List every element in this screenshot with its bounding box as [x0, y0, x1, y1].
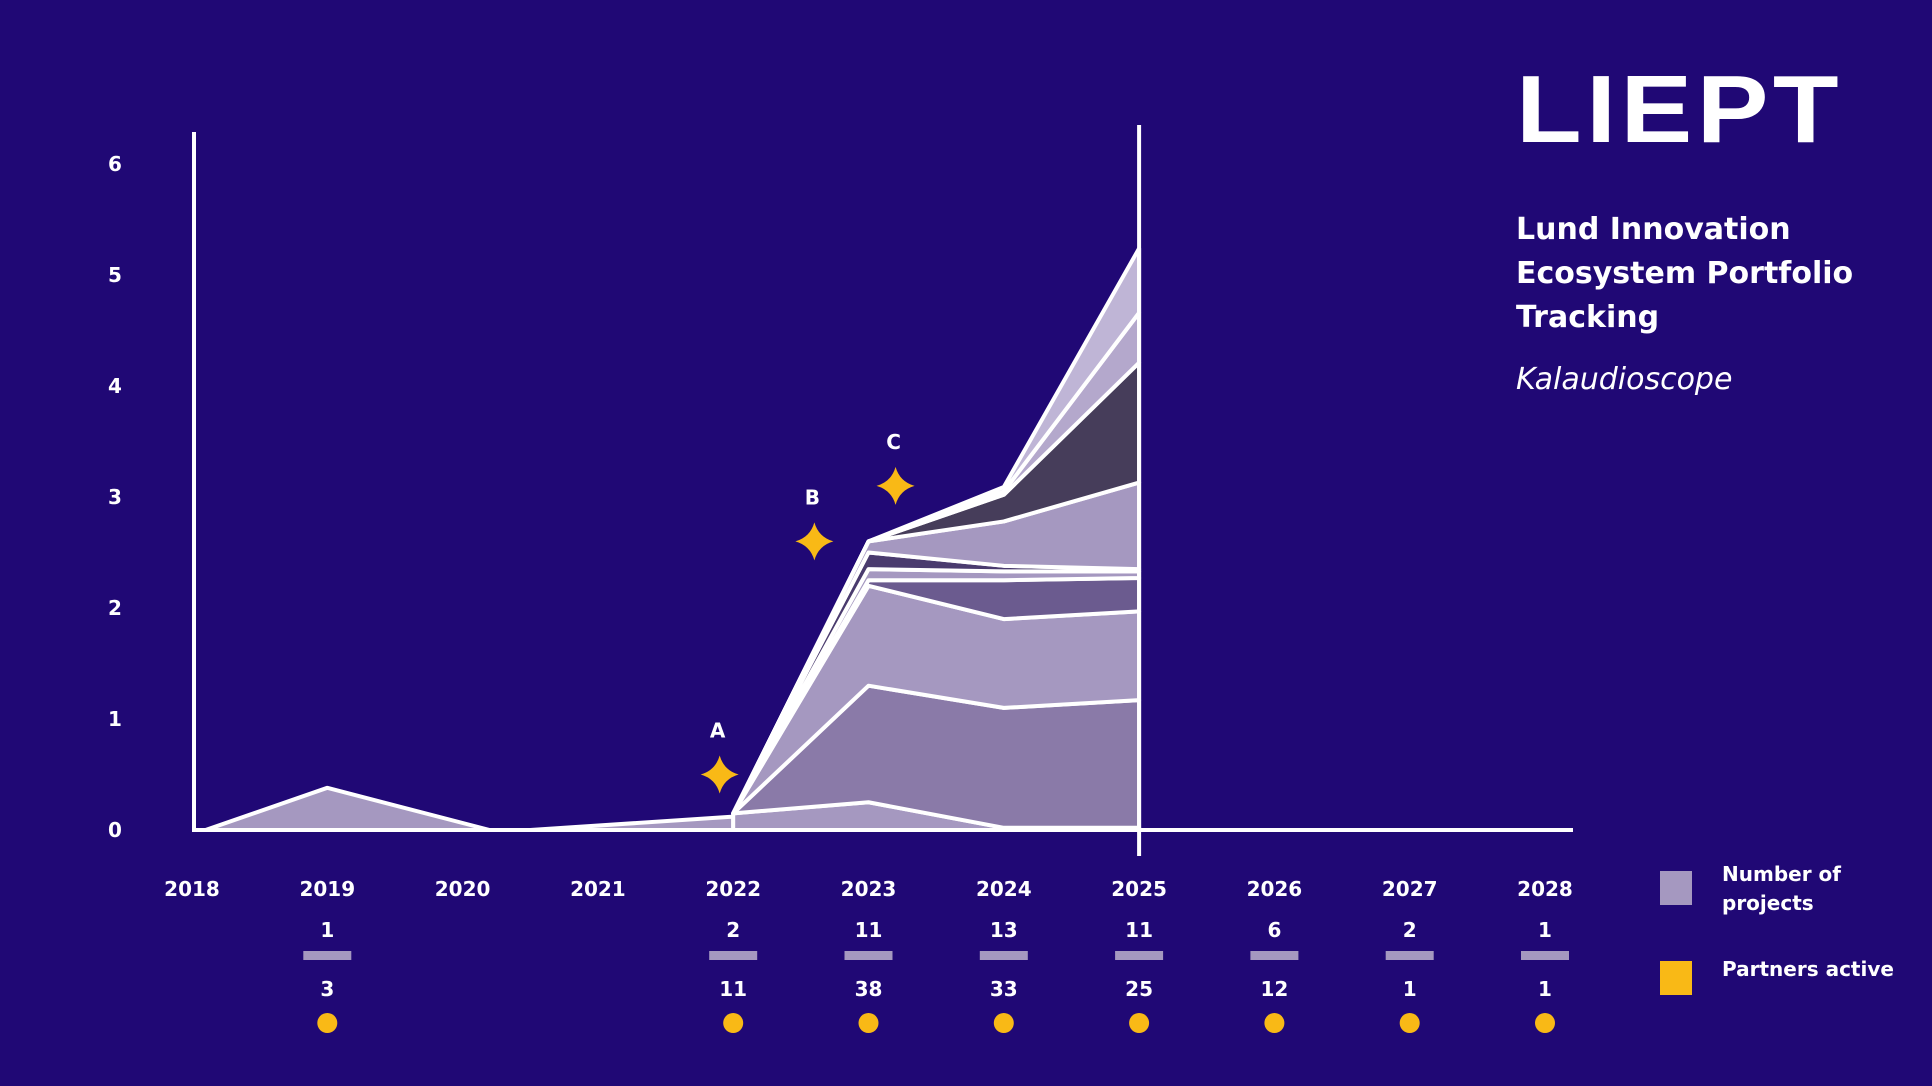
x-tick-label: 2021 [570, 877, 626, 901]
x-tick-label: 2022 [705, 877, 761, 901]
legend-label-projects: Number of projects [1722, 862, 1841, 915]
projects-bar [979, 951, 1028, 960]
brand-block: LIEPT Lund Innovation Ecosystem Portfoli… [1516, 62, 1896, 400]
x-tick-label: 2028 [1517, 877, 1573, 901]
projects-bar [709, 951, 758, 960]
legend-swatch-partners [1660, 961, 1692, 995]
x-tick-label: 2020 [435, 877, 491, 901]
projects-count: 11 [1125, 918, 1153, 942]
projects-count: 13 [990, 918, 1018, 942]
partners-dot [858, 1013, 879, 1033]
legend-swatch-projects [1660, 871, 1692, 905]
projects-bar [303, 951, 352, 960]
x-tick-label: 2027 [1382, 877, 1438, 901]
partners-count: 1 [1538, 977, 1552, 1001]
y-tick-label: 5 [108, 263, 122, 287]
projects-count: 1 [1538, 918, 1552, 942]
partners-count: 12 [1260, 977, 1288, 1001]
area-layer [203, 785, 736, 832]
x-tick-label: 2024 [976, 877, 1032, 901]
y-tick-label: 2 [108, 596, 122, 620]
partners-count: 3 [320, 977, 334, 1001]
partners-count: 11 [719, 977, 747, 1001]
x-tick-label: 2018 [164, 877, 220, 901]
x-tick-label: 2026 [1247, 877, 1303, 901]
logo: LIEPT [1516, 56, 1844, 163]
x-tick-label: 2023 [841, 877, 897, 901]
milestone-label: A [710, 719, 726, 743]
partners-dot [1399, 1013, 1420, 1033]
milestone-star-icon [700, 755, 739, 794]
y-tick-labels: 0 1 2 3 4 5 6 [108, 152, 122, 842]
partners-count: 1 [1403, 977, 1417, 1001]
y-tick-label: 6 [108, 152, 122, 176]
y-tick-label: 1 [108, 707, 122, 731]
projects-bar [1250, 951, 1299, 960]
partners-count: 38 [855, 977, 883, 1001]
milestone-annotations: A B C [700, 430, 915, 794]
legend-label-partners: Partners active [1722, 957, 1894, 981]
partners-dot [993, 1013, 1014, 1033]
page-title: Lund Innovation Ecosystem Portfolio Trac… [1516, 212, 1854, 335]
projects-count: 2 [726, 918, 740, 942]
projects-bar [1521, 951, 1569, 960]
partners-count: 33 [990, 977, 1018, 1001]
stacked-area-layers [203, 246, 1142, 832]
x-tick-label: 2019 [299, 877, 355, 901]
partners-dot [723, 1013, 744, 1033]
projects-count: 6 [1267, 918, 1281, 942]
partners-count: 25 [1125, 977, 1153, 1001]
partners-dot [1129, 1013, 1150, 1033]
projects-bar [1385, 951, 1434, 960]
projects-count: 1 [320, 918, 334, 942]
milestone-label: C [886, 430, 901, 454]
milestone-label: B [805, 485, 820, 509]
partners-dot [1264, 1013, 1285, 1033]
projects-bar [1115, 951, 1164, 960]
y-tick-label: 0 [108, 818, 122, 842]
milestone-star-icon [876, 466, 915, 505]
partners-dot [317, 1013, 338, 1033]
x-tick-label: 2025 [1111, 877, 1167, 901]
y-tick-label: 4 [108, 374, 122, 398]
projects-count: 11 [855, 918, 883, 942]
page-subtitle: Kalaudioscope [1516, 362, 1733, 397]
projects-count: 2 [1403, 918, 1417, 942]
milestone-star-icon [795, 522, 834, 561]
projects-bar [844, 951, 893, 960]
x-tick-labels: 2018 2019 2020 2021 2022 2023 2024 2025 2026 2027… [164, 877, 1573, 901]
chart-axes [192, 125, 1573, 856]
partners-dot [1535, 1013, 1555, 1033]
y-tick-label: 3 [108, 485, 122, 509]
